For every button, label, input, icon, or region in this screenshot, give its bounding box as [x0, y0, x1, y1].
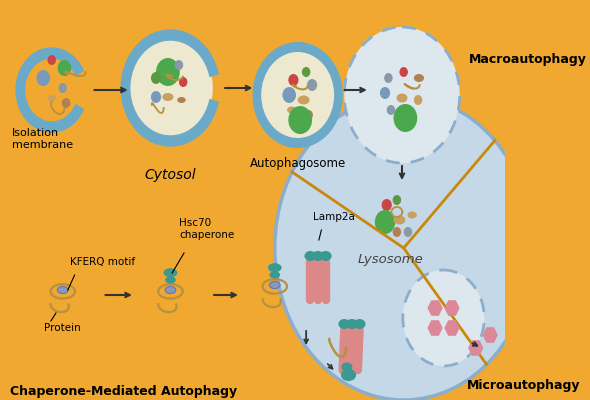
Ellipse shape — [346, 319, 358, 329]
Circle shape — [289, 74, 299, 86]
Text: Microautophagy: Microautophagy — [467, 379, 581, 392]
Circle shape — [156, 58, 180, 86]
Circle shape — [302, 67, 310, 77]
Ellipse shape — [353, 319, 366, 329]
Ellipse shape — [270, 271, 280, 278]
Polygon shape — [16, 48, 83, 132]
Circle shape — [414, 95, 422, 105]
Ellipse shape — [312, 251, 324, 261]
Ellipse shape — [341, 369, 356, 381]
Ellipse shape — [304, 251, 316, 261]
Circle shape — [254, 43, 342, 147]
Circle shape — [345, 27, 460, 163]
Circle shape — [62, 98, 70, 108]
Circle shape — [386, 105, 395, 115]
Circle shape — [403, 270, 484, 366]
Circle shape — [393, 227, 401, 237]
Ellipse shape — [408, 212, 417, 218]
Text: KFERQ motif: KFERQ motif — [70, 257, 135, 267]
Text: Macroautophagy: Macroautophagy — [469, 54, 587, 66]
Circle shape — [393, 195, 401, 205]
Polygon shape — [122, 30, 218, 146]
Ellipse shape — [339, 319, 350, 329]
Ellipse shape — [165, 276, 176, 284]
Text: Hsc70
chaperone: Hsc70 chaperone — [179, 218, 234, 240]
Text: Chaperone-Mediated Autophagy: Chaperone-Mediated Autophagy — [10, 385, 237, 398]
Text: Cytosol: Cytosol — [145, 168, 196, 182]
Circle shape — [307, 79, 317, 91]
Circle shape — [289, 106, 312, 134]
Circle shape — [304, 110, 313, 120]
Circle shape — [404, 227, 412, 237]
Circle shape — [382, 199, 392, 211]
Ellipse shape — [396, 94, 408, 102]
Ellipse shape — [298, 96, 310, 104]
Text: Lysosome: Lysosome — [358, 254, 424, 266]
Ellipse shape — [342, 362, 352, 372]
Circle shape — [179, 77, 188, 87]
Circle shape — [275, 96, 533, 400]
Text: Isolation
membrane: Isolation membrane — [12, 128, 73, 150]
Circle shape — [151, 72, 161, 84]
Circle shape — [283, 87, 296, 103]
Circle shape — [380, 87, 390, 99]
Circle shape — [375, 210, 395, 234]
Ellipse shape — [270, 282, 280, 289]
Ellipse shape — [165, 286, 176, 294]
Ellipse shape — [287, 106, 296, 114]
Circle shape — [175, 60, 183, 70]
Text: Lamp2a: Lamp2a — [313, 212, 355, 222]
Circle shape — [58, 83, 67, 93]
Ellipse shape — [163, 268, 178, 277]
Circle shape — [47, 55, 56, 65]
Text: Autophagosome: Autophagosome — [250, 157, 346, 170]
Circle shape — [151, 91, 161, 103]
Circle shape — [399, 67, 408, 77]
Circle shape — [384, 73, 393, 83]
Circle shape — [128, 38, 213, 138]
Ellipse shape — [162, 93, 173, 101]
Text: Protein: Protein — [44, 323, 81, 333]
Ellipse shape — [57, 286, 68, 294]
Ellipse shape — [47, 95, 56, 101]
Circle shape — [58, 60, 71, 76]
Ellipse shape — [268, 263, 281, 272]
Ellipse shape — [320, 251, 332, 261]
Ellipse shape — [394, 216, 405, 224]
Circle shape — [394, 104, 417, 132]
Ellipse shape — [177, 97, 186, 103]
Circle shape — [261, 52, 334, 138]
Circle shape — [37, 70, 50, 86]
Ellipse shape — [414, 74, 424, 82]
